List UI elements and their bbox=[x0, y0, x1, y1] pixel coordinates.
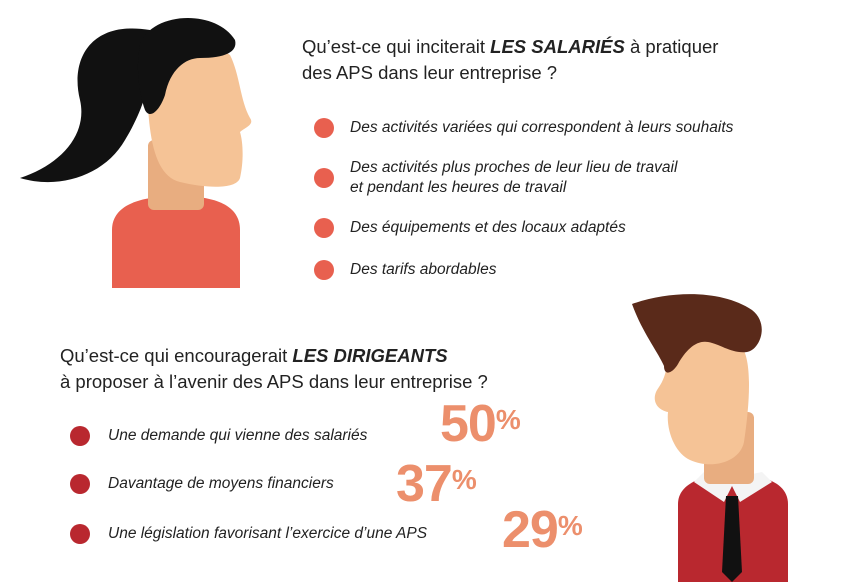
employee-item-4-text: Des tarifs abordables bbox=[350, 261, 497, 278]
question-managers-line2: à proposer à l’avenir des APS dans leur … bbox=[60, 371, 488, 392]
employee-item-2-line1: Des activités plus proches de leur lieu … bbox=[350, 159, 678, 176]
employee-item-2: Des activités plus proches de leur lieu … bbox=[350, 158, 677, 198]
woman-ponytail bbox=[20, 28, 150, 183]
bullet-dot bbox=[314, 218, 334, 238]
employee-item-1: Des activités variées qui correspondent … bbox=[350, 118, 733, 138]
man-face bbox=[654, 334, 749, 465]
woman-face bbox=[147, 42, 252, 187]
manager-item-3-percent: 29% bbox=[502, 501, 583, 559]
man-hair bbox=[632, 294, 762, 373]
woman-hair bbox=[137, 18, 236, 115]
employee-item-3: Des équipements et des locaux adaptés bbox=[350, 218, 626, 238]
manager-item-1-unit: % bbox=[495, 404, 521, 435]
question-managers-emphasis: LES DIRIGEANTS bbox=[292, 345, 448, 366]
manager-item-2-unit: % bbox=[451, 464, 477, 495]
woman-torso bbox=[112, 196, 240, 288]
manager-item-3-text: Une législation favorisant l’exercice d’… bbox=[108, 525, 428, 542]
employee-item-3-text: Des équipements et des locaux adaptés bbox=[350, 219, 626, 236]
question-employees-emphasis: LES SALARIÉS bbox=[490, 36, 625, 57]
manager-item-2: Davantage de moyens financiers bbox=[108, 474, 334, 494]
question-employees-prefix: Qu’est-ce qui inciterait bbox=[302, 36, 491, 57]
employee-item-2-line2: et pendant les heures de travail bbox=[350, 179, 567, 196]
man-illustration bbox=[632, 294, 788, 582]
question-managers: Qu’est-ce qui encouragerait LES DIRIGEAN… bbox=[60, 343, 580, 395]
bullet-dot bbox=[70, 474, 90, 494]
manager-item-3: Une législation favorisant l’exercice d’… bbox=[108, 524, 427, 544]
question-managers-prefix: Qu’est-ce qui encouragerait bbox=[60, 345, 293, 366]
question-employees-line2: des APS dans leur entreprise ? bbox=[302, 62, 558, 83]
manager-item-3-value: 29 bbox=[502, 501, 559, 559]
manager-item-1-value: 50 bbox=[440, 395, 497, 453]
manager-item-2-percent: 37% bbox=[396, 455, 477, 513]
question-employees-suffix: à pratiquer bbox=[624, 36, 719, 57]
man-tie bbox=[722, 496, 742, 582]
bullet-dot bbox=[70, 426, 90, 446]
employee-item-1-text: Des activités variées qui correspondent … bbox=[350, 119, 734, 136]
bullet-dot bbox=[314, 118, 334, 138]
manager-item-2-value: 37 bbox=[396, 455, 453, 513]
bullet-dot bbox=[314, 260, 334, 280]
manager-item-1-text: Une demande qui vienne des salariés bbox=[108, 427, 368, 444]
manager-item-1: Une demande qui vienne des salariés bbox=[108, 426, 367, 446]
manager-item-2-text: Davantage de moyens financiers bbox=[108, 475, 334, 492]
manager-item-3-unit: % bbox=[557, 510, 583, 541]
question-employees: Qu’est-ce qui inciterait LES SALARIÉS à … bbox=[302, 34, 822, 86]
manager-item-1-percent: 50% bbox=[440, 395, 521, 453]
bullet-dot bbox=[70, 524, 90, 544]
woman-illustration bbox=[20, 18, 252, 288]
employee-item-4: Des tarifs abordables bbox=[350, 260, 496, 280]
bullet-dot bbox=[314, 168, 334, 188]
